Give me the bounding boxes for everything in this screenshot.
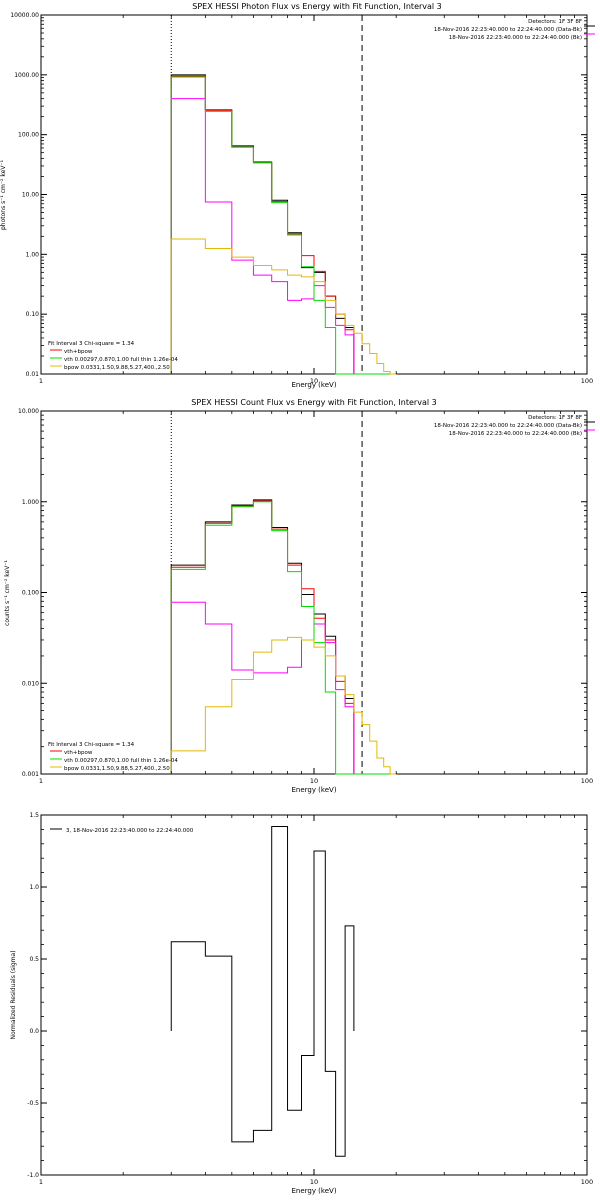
count-flux-legend-total: vth+bpow	[64, 750, 93, 756]
photon-flux-x-tick-label: 100	[581, 377, 593, 385]
residuals-y-label: Normalized Residuals (sigma)	[10, 950, 17, 1039]
photon-flux-x-tick-label: 10	[310, 377, 318, 385]
photon-flux-title: SPEX HESSI Photon Flux vs Energy with Fi…	[192, 2, 442, 11]
count-flux-y-label: counts s⁻¹ cm⁻² keV⁻¹	[4, 560, 11, 626]
residuals-legend-interval: 3, 18-Nov-2016 22:23:40.000 to 22:24:40.…	[66, 828, 194, 834]
photon-flux-legend-total: vth+bpow	[64, 349, 93, 355]
photon-flux-y-tick-label: 0.01	[26, 371, 40, 378]
photon-flux-series	[50, 25, 595, 375]
photon-flux-panel: SPEX HESSI Photon Flux vs Energy with Fi…	[0, 2, 595, 389]
residuals-x-label: Energy (keV)	[291, 1187, 336, 1195]
photon-flux-header-bk: 18-Nov-2016 22:23:40.000 to 22:24:40.000…	[449, 35, 582, 41]
photon-flux-series-vth	[170, 76, 397, 375]
count-flux-y-tick-label: 10.000	[18, 408, 39, 415]
photon-flux-y-tick-label: 0.10	[26, 311, 40, 318]
count-flux-legend: Fit Interval 3 Chi-square = 1.34 vth+bpo…	[48, 742, 178, 772]
count-flux-header-data-bk: 18-Nov-2016 22:23:40.000 to 22:24:40.000…	[434, 423, 582, 429]
residuals-y-tick-label: 1.0	[29, 884, 39, 891]
count-flux-fit-interval: Fit Interval 3 Chi-square = 1.34	[48, 742, 135, 748]
count-flux-axis-ticks: 1 10 100 0.001 0.010 0.100 1.000 10.000	[18, 408, 593, 785]
count-flux-legend-vth: vth 0.00297,0.870,1.00 full thin 1.26e-0…	[64, 758, 178, 764]
photon-flux-fit-interval: Fit Interval 3 Chi-square = 1.34	[48, 341, 135, 347]
photon-flux-y-tick-label: 1.00	[26, 251, 40, 258]
residuals-y-tick-label: 1.5	[29, 812, 39, 819]
photon-flux-y-tick-label: 10.00	[22, 192, 39, 199]
photon-flux-series-bpow	[170, 238, 397, 375]
residuals-y-tick-label: -1.0	[27, 1172, 39, 1179]
residuals-series	[50, 826, 355, 1157]
residuals-y-tick-label: 0.0	[29, 1028, 39, 1035]
count-flux-legend-bpow: bpow 0.0331,1.50,9.88,5.27,400.,2.50	[64, 766, 170, 772]
photon-flux-legend: Fit Interval 3 Chi-square = 1.34 vth+bpo…	[48, 341, 178, 371]
photon-flux-y-label: photons s⁻¹ cm⁻² keV⁻¹	[0, 159, 7, 230]
count-flux-header-bk: 18-Nov-2016 22:23:40.000 to 22:24:40.000…	[449, 431, 582, 437]
count-flux-y-tick-label: 0.010	[22, 680, 39, 687]
residuals-legend: 3, 18-Nov-2016 22:23:40.000 to 22:24:40.…	[66, 828, 194, 834]
photon-flux-y-tick-label: 1000.00	[14, 72, 39, 79]
count-flux-x-label: Energy (keV)	[291, 786, 336, 794]
count-flux-y-tick-label: 0.001	[22, 771, 39, 778]
residuals-axis-ticks: 1 10 100 -1.0 -0.5 0.0 0.5 1.0 1.5	[27, 812, 593, 1186]
count-flux-series-bpow	[170, 636, 397, 775]
residuals-x-tick-label: 100	[581, 1178, 593, 1186]
photon-flux-x-tick-label: 1	[39, 377, 43, 385]
count-flux-x-tick-label: 100	[581, 777, 593, 785]
residuals-series-data	[170, 826, 355, 1157]
photon-flux-detectors: Detectors: 1F 3F 8F	[528, 19, 582, 25]
photon-flux-x-label: Energy (keV)	[291, 381, 336, 389]
count-flux-y-tick-label: 1.000	[22, 499, 39, 506]
photon-flux-header-data-bk: 18-Nov-2016 22:23:40.000 to 22:24:40.000…	[434, 27, 582, 33]
count-flux-series-vth	[170, 501, 397, 775]
residuals-y-tick-label: 0.5	[29, 956, 39, 963]
count-flux-header: Detectors: 1F 3F 8F 18-Nov-2016 22:23:40…	[434, 415, 582, 437]
count-flux-series	[50, 421, 595, 775]
residuals-x-tick-label: 10	[310, 1178, 318, 1186]
count-flux-x-tick-label: 10	[310, 777, 318, 785]
photon-flux-y-tick-label: 10000.00	[10, 12, 39, 19]
photon-flux-axis-ticks: 1 10 100 0.01 0.10 1.00 10.00 100.00 1000.00 1000…	[10, 12, 593, 385]
photon-flux-legend-bpow: bpow 0.0331,1.50,9.88,5.27,400.,2.50	[64, 365, 170, 371]
count-flux-panel: SPEX HESSI Count Flux vs Energy with Fit…	[4, 398, 595, 794]
count-flux-title: SPEX HESSI Count Flux vs Energy with Fit…	[191, 398, 436, 407]
count-flux-detectors: Detectors: 1F 3F 8F	[528, 415, 582, 421]
residuals-x-tick-label: 1	[39, 1178, 43, 1186]
photon-flux-header: Detectors: 1F 3F 8F 18-Nov-2016 22:23:40…	[434, 19, 582, 41]
count-flux-x-tick-label: 1	[39, 777, 43, 785]
photon-flux-legend-vth: vth 0.00297,0.870,1.00 full thin 1.26e-0…	[64, 357, 178, 363]
residuals-panel: 1 10 100-1.0-0.50.00.51.01.5 Energy (keV) …	[10, 812, 593, 1195]
count-flux-y-tick-label: 0.100	[22, 590, 39, 597]
photon-flux-y-tick-label: 100.00	[18, 132, 39, 139]
residuals-y-tick-label: -0.5	[27, 1100, 39, 1107]
